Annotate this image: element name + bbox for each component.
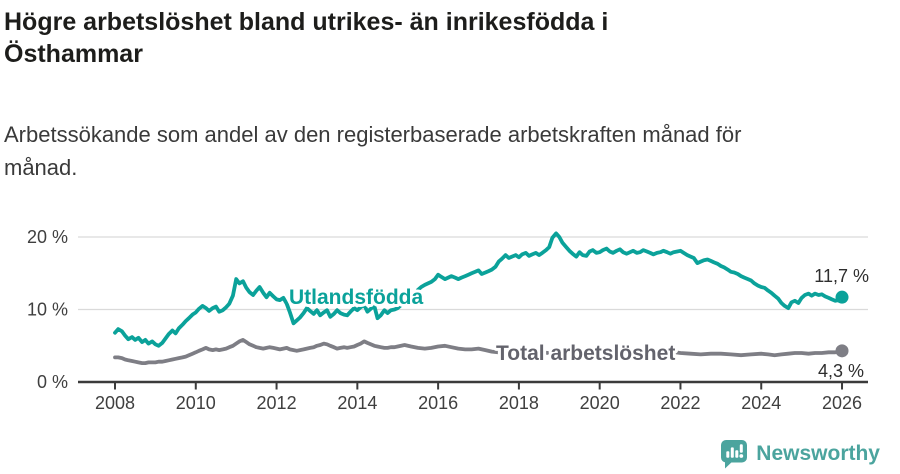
chart-header: Högre arbetslöshet bland utrikes- än inr… [4, 0, 884, 184]
x-axis-tick-label: 2014 [337, 393, 377, 413]
x-axis-tick-label: 2016 [418, 393, 458, 413]
newsworthy-logo-icon [721, 440, 748, 469]
x-axis-tick-label: 2010 [176, 393, 216, 413]
series-line-utlandsfodda [113, 231, 844, 348]
newsworthy-brand-name: Newsworthy [756, 442, 880, 465]
x-axis-tick-label: 2008 [95, 393, 135, 413]
y-axis-tick-label: 0 % [37, 372, 68, 392]
series-line-total-arbetsloshet [113, 337, 844, 366]
x-axis-tick-label: 2012 [257, 393, 297, 413]
series-label-total-arbetsloshet: Total arbetslöshet [496, 342, 675, 365]
x-axis-tick-label: 2026 [822, 393, 862, 413]
y-axis-tick-label: 10 % [27, 300, 68, 320]
y-axis-tick-label: 20 % [27, 227, 68, 247]
end-dot-total-arbetsloshet [835, 344, 849, 358]
x-axis-tick-label: 2020 [580, 393, 620, 413]
end-value-label-total-arbetsloshet: 4,3 % [818, 361, 864, 381]
chart-subtitle: Arbetssökande som andel av den registerb… [4, 122, 742, 180]
end-dot-utlandsfodda [835, 290, 849, 304]
x-axis-tick-label: 2018 [499, 393, 539, 413]
x-axis-tick-label: 2022 [660, 393, 700, 413]
page-title: Högre arbetslöshet bland utrikes- än inr… [4, 8, 609, 68]
newsworthy-brand-link[interactable]: Newsworthy [720, 439, 880, 469]
series-label-utlandsfodda: Utlandsfödda [289, 286, 423, 309]
end-value-label-utlandsfodda: 11,7 % [814, 266, 869, 286]
x-axis-tick-label: 2024 [741, 393, 781, 413]
